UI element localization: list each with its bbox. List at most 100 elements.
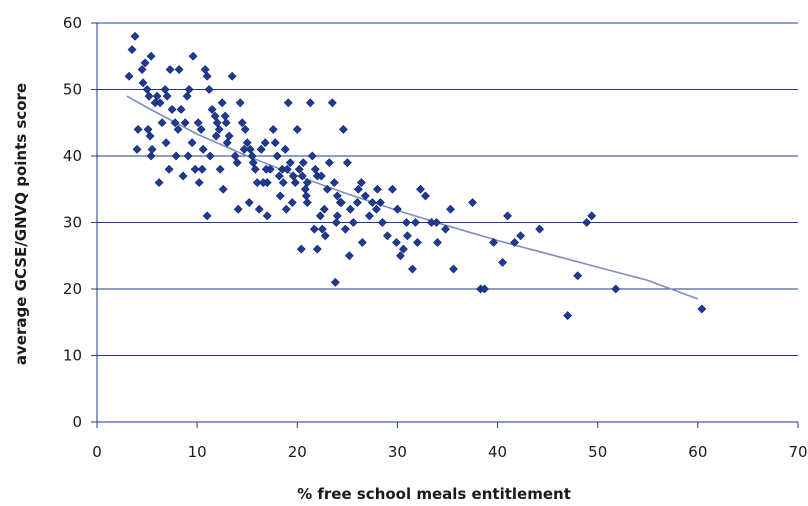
data-point	[285, 158, 295, 168]
data-point	[468, 198, 477, 207]
x-axis-title: % free school meals entitlement	[297, 485, 571, 503]
x-tick-label: 20	[288, 443, 307, 461]
data-point	[164, 164, 174, 174]
data-point	[275, 191, 285, 201]
data-point	[245, 144, 255, 154]
data-point	[144, 91, 154, 101]
data-point	[214, 124, 224, 134]
data-point	[138, 78, 148, 88]
data-point	[261, 164, 271, 174]
data-point	[227, 71, 237, 81]
data-point	[124, 71, 134, 81]
data-point	[298, 158, 308, 168]
data-point	[242, 138, 252, 148]
data-point	[338, 124, 348, 134]
data-point	[408, 264, 417, 274]
data-point	[316, 171, 326, 181]
y-tick-label: 50	[63, 81, 82, 99]
data-point	[170, 118, 180, 128]
data-point	[432, 218, 441, 227]
x-tick-label: 30	[388, 443, 407, 461]
y-axis-title: average GCSE/GNVQ points score	[12, 83, 30, 365]
data-point	[319, 204, 329, 214]
data-point	[290, 178, 300, 188]
data-point	[260, 138, 270, 148]
x-tick-label: 60	[688, 443, 707, 461]
data-point	[283, 98, 293, 108]
data-point	[582, 218, 592, 227]
axes	[91, 22, 799, 428]
data-point	[297, 171, 307, 181]
data-point	[360, 191, 370, 201]
y-tick-label: 60	[63, 14, 82, 32]
data-point	[310, 164, 320, 174]
data-point	[182, 91, 192, 101]
data-point	[222, 138, 232, 148]
data-point	[421, 191, 430, 201]
x-tick-label: 50	[588, 443, 607, 461]
data-point	[377, 218, 387, 227]
gridlines	[97, 22, 798, 356]
data-point	[278, 178, 288, 188]
data-point	[254, 204, 264, 214]
data-point	[330, 277, 340, 287]
x-tick-label: 0	[92, 443, 102, 461]
data-point	[268, 124, 278, 134]
data-point	[312, 244, 322, 254]
data-point	[161, 138, 171, 148]
y-tick-label: 40	[63, 147, 82, 165]
data-point	[197, 164, 207, 174]
data-point	[300, 184, 310, 194]
data-point	[137, 65, 147, 74]
data-point	[162, 91, 172, 101]
data-point	[292, 124, 302, 134]
data-point	[133, 124, 143, 134]
data-point	[416, 184, 425, 194]
data-point	[294, 164, 304, 174]
data-point	[240, 124, 250, 134]
data-point	[180, 118, 190, 128]
data-point	[155, 98, 165, 108]
data-point	[160, 85, 170, 94]
data-point	[342, 158, 352, 168]
data-point	[143, 124, 153, 134]
data-point	[140, 58, 150, 68]
data-point	[403, 231, 412, 241]
data-point	[202, 211, 212, 221]
data-point	[392, 238, 401, 247]
data-point	[202, 71, 212, 81]
data-point	[413, 238, 422, 247]
data-point	[184, 85, 194, 94]
data-point	[146, 51, 156, 61]
data-point	[324, 158, 334, 168]
data-point	[449, 264, 458, 274]
data-point	[697, 304, 707, 314]
data-point	[352, 198, 362, 207]
data-point	[280, 144, 290, 154]
data-point	[433, 238, 442, 247]
data-point	[411, 218, 420, 227]
data-point	[252, 178, 262, 188]
data-point	[142, 85, 152, 94]
data-point	[364, 211, 374, 221]
data-point	[587, 211, 597, 221]
data-point	[250, 164, 260, 174]
data-point	[174, 65, 184, 74]
data-point	[212, 118, 222, 128]
data-point	[611, 284, 621, 294]
data-point	[270, 138, 280, 148]
data-point	[176, 105, 186, 114]
data-point	[248, 158, 258, 168]
data-point	[146, 151, 156, 161]
data-point	[336, 198, 346, 207]
data-point	[535, 224, 545, 234]
data-point	[237, 118, 247, 128]
data-point	[332, 211, 342, 221]
data-point	[205, 151, 215, 161]
data-point	[256, 144, 266, 154]
data-point	[194, 178, 204, 188]
data-point	[272, 151, 282, 161]
data-point	[344, 251, 354, 261]
x-tick-label: 40	[488, 443, 507, 461]
y-tick-label: 20	[63, 280, 82, 298]
